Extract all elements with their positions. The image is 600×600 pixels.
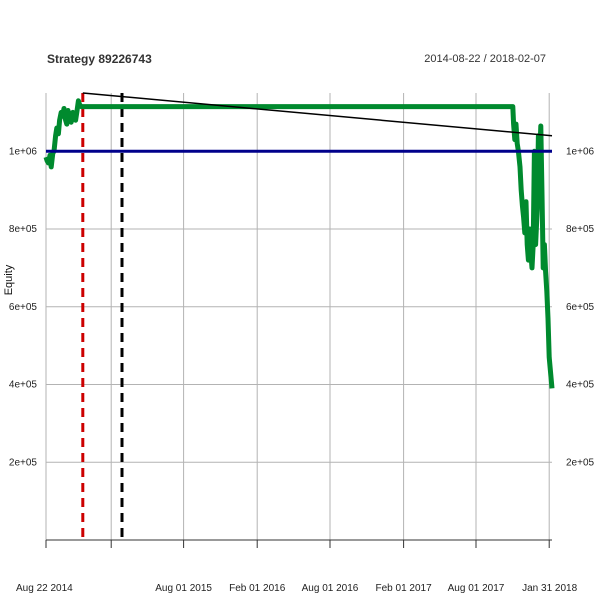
y-tick-label-right: 1e+06	[566, 146, 595, 157]
series-lines	[43, 92, 555, 389]
y-tick-label-left: 1e+06	[9, 146, 38, 157]
x-tick-label: Aug 01 2015	[155, 583, 212, 594]
x-tick-label: Aug 22 2014	[16, 583, 73, 594]
y-tick-label-left: 4e+05	[9, 380, 38, 391]
x-tick-label: Feb 01 2017	[376, 583, 433, 594]
x-tick-label: Aug 01 2016	[302, 583, 359, 594]
y-tick-label-left: 8e+05	[9, 224, 38, 235]
date-range-label: 2014-08-22 / 2018-02-07	[424, 53, 546, 65]
reference-lines	[81, 93, 124, 540]
axes: 2e+05 2e+05 4e+05 4e+05 6e+05 6e+05 8e+05 8e+05…	[9, 146, 595, 594]
x-tick-label: Jan 31 2018	[522, 583, 577, 594]
trend-line	[82, 92, 553, 137]
x-tick-label: Aug 01 2017	[448, 583, 505, 594]
y-axis-label: Equity	[3, 264, 15, 295]
y-tick-label-right: 6e+05	[566, 302, 595, 313]
y-tick-label-left: 6e+05	[9, 302, 38, 313]
x-tick-label: Feb 01 2016	[229, 583, 286, 594]
equity-line	[43, 98, 555, 389]
y-tick-label-right: 4e+05	[566, 380, 595, 391]
y-tick-label-right: 8e+05	[566, 224, 595, 235]
y-tick-label-right: 2e+05	[566, 457, 595, 468]
y-tick-label-left: 2e+05	[9, 457, 38, 468]
chart-title: Strategy 89226743	[47, 52, 152, 66]
